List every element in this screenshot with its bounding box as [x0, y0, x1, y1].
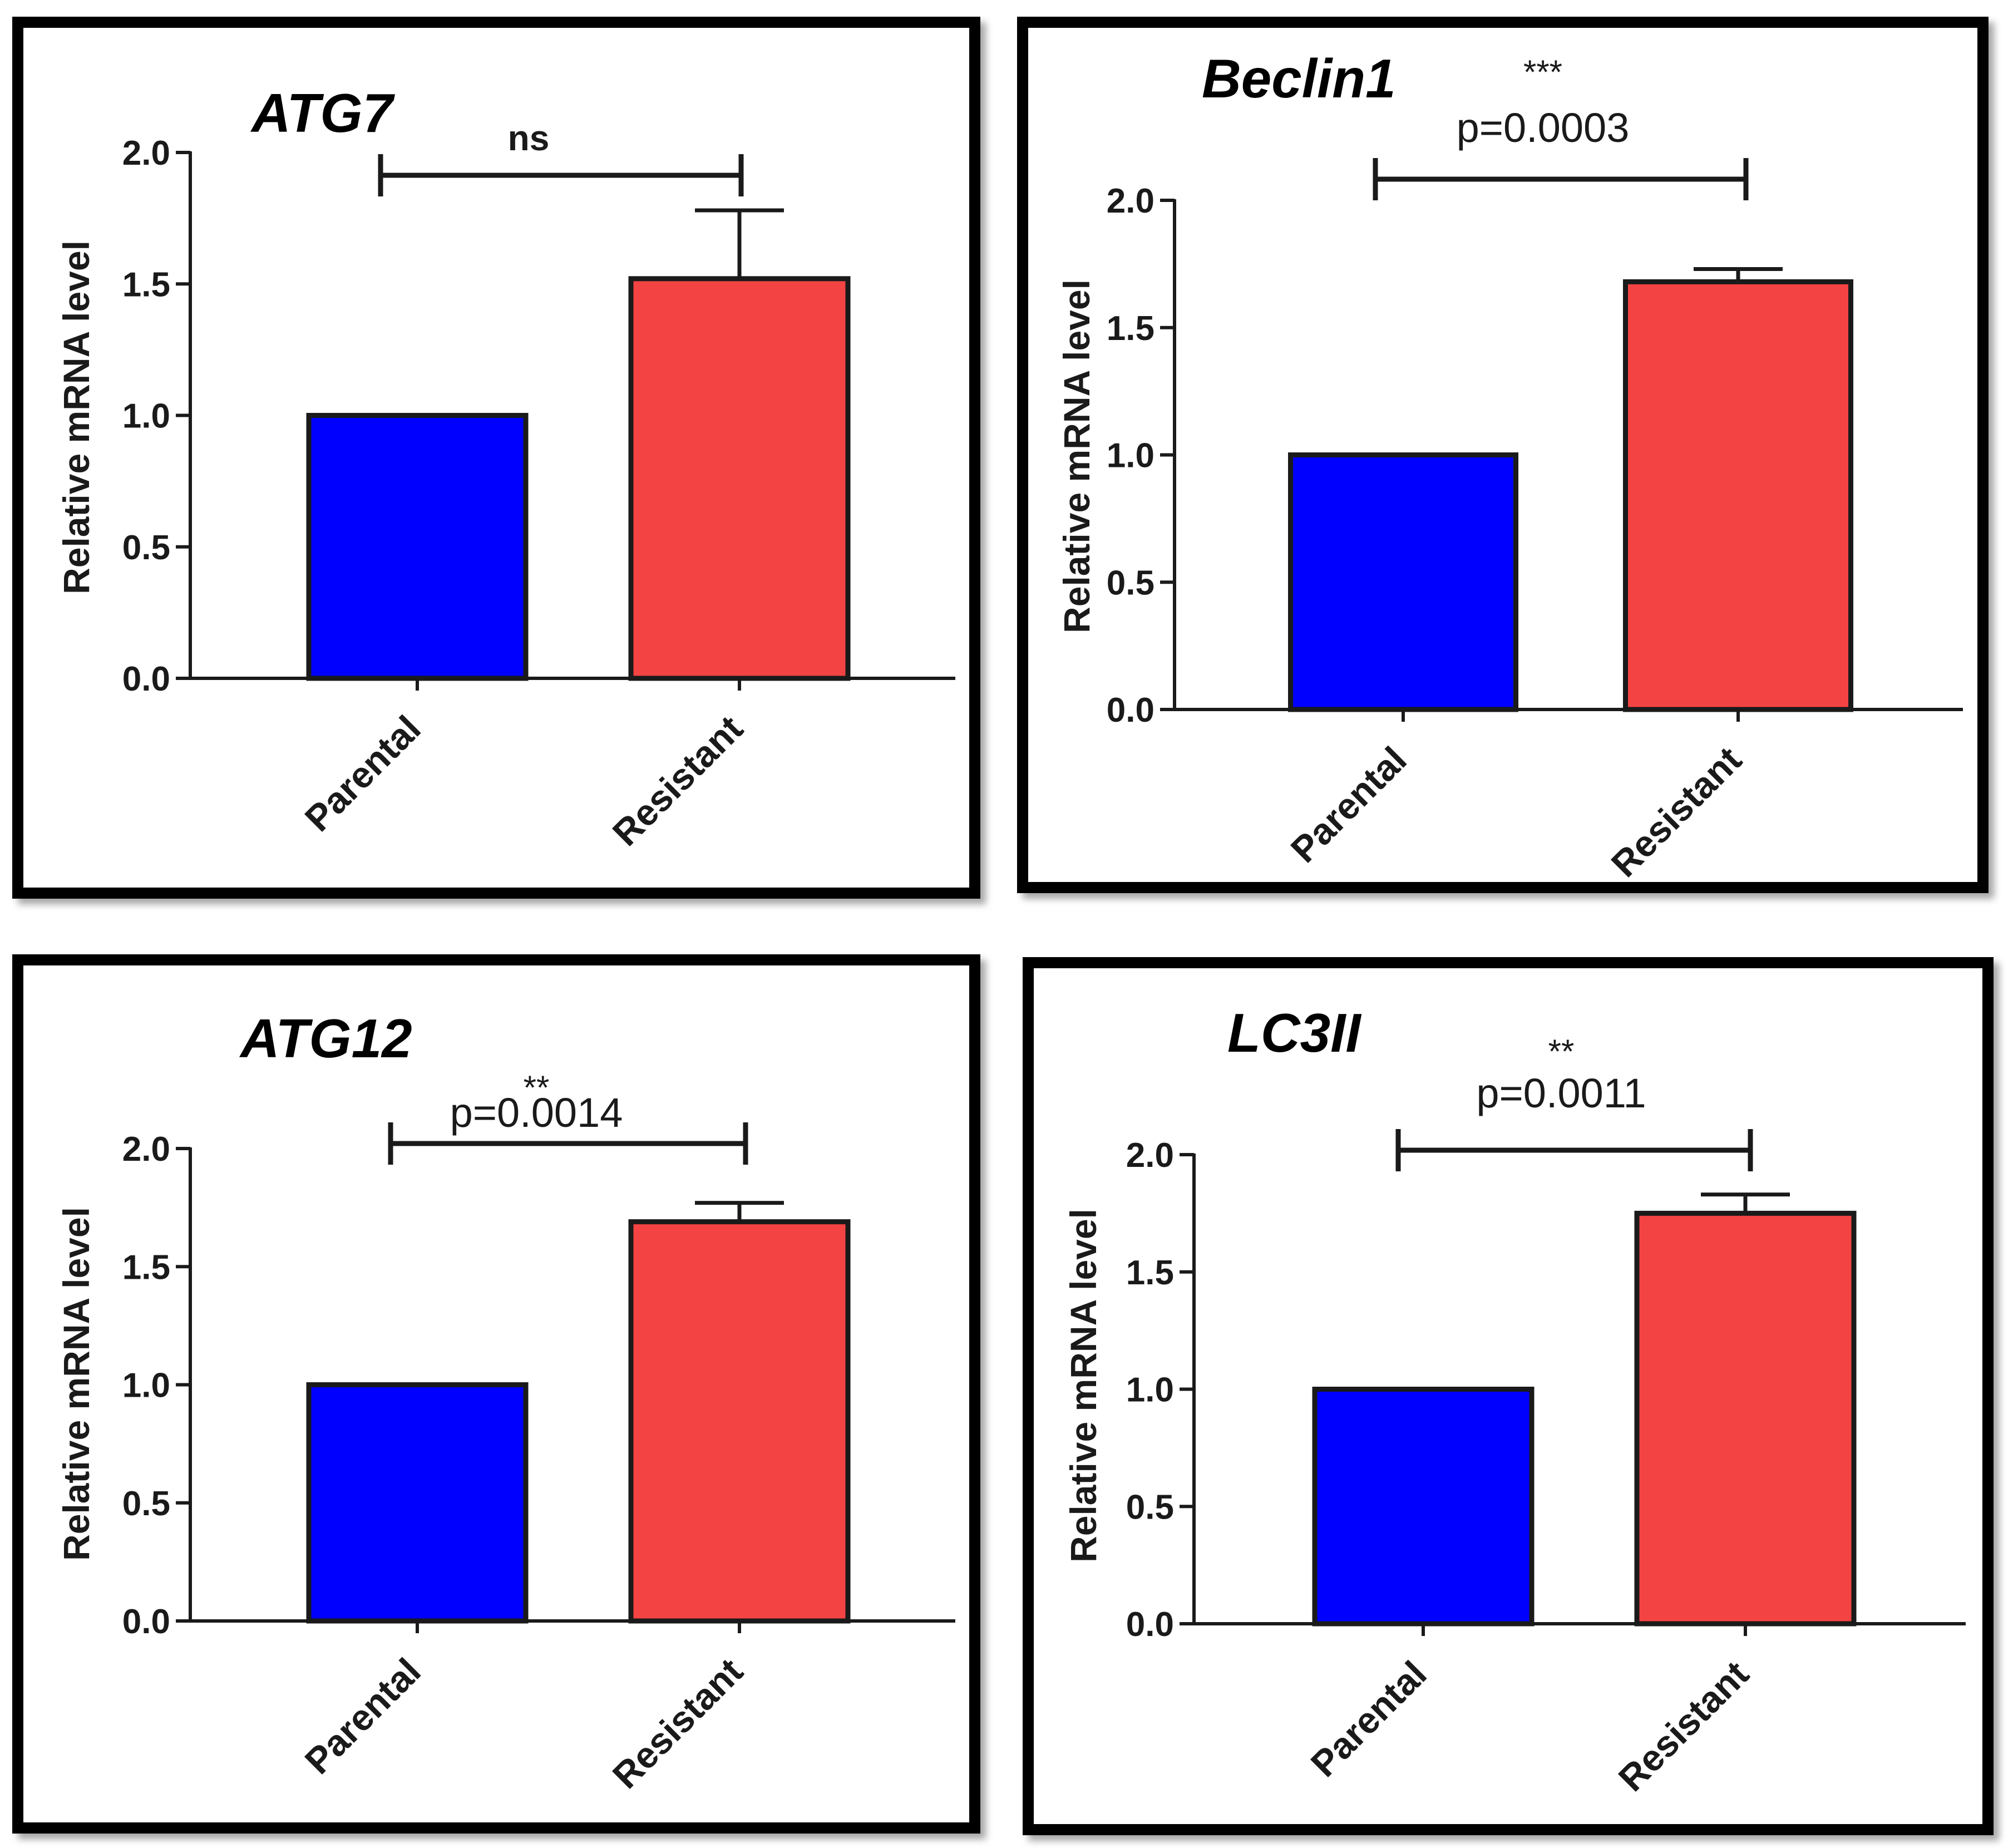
x-category-label: Parental [297, 1650, 428, 1782]
y-tick-label: 1.0 [1126, 1371, 1174, 1410]
y-tick-label: 1.0 [122, 1367, 170, 1405]
y-tick-label: 0.0 [1107, 691, 1154, 730]
significance-stars: *** [1523, 53, 1562, 91]
chart-title: LC3II [1227, 1002, 1361, 1063]
significance-stars: ns [508, 118, 550, 158]
bar-chart-atg7: ATG7 0.0 0.5 1.0 1.5 2.0 Relative mRNA level Pa… [56, 82, 955, 854]
y-tick-label: 2.0 [122, 134, 170, 173]
x-category-label: Resistant [604, 708, 750, 854]
chart-title: ATG12 [239, 1008, 412, 1069]
chart-panel-atg12: ATG12 0.0 0.5 1.0 1.5 2.0 Relative mRNA level P… [12, 954, 980, 1834]
y-tick-label: 0.0 [122, 660, 170, 698]
y-tick-label: 2.0 [122, 1130, 170, 1169]
y-tick-label: 1.0 [1107, 437, 1154, 475]
y-tick-label: 0.0 [1126, 1605, 1174, 1644]
y-tick-label: 0.5 [122, 529, 170, 567]
y-tick-label: 0.0 [122, 1603, 170, 1641]
y-axis-label: Relative mRNA level [56, 240, 97, 594]
bar-resistant [628, 276, 851, 681]
x-category-label: Parental [1302, 1653, 1434, 1785]
y-tick-label: 1.5 [122, 265, 170, 304]
y-tick-label: 0.5 [122, 1485, 170, 1523]
chart-panel-atg7: ATG7 0.0 0.5 1.0 1.5 2.0 Relative mRNA level Pa… [12, 17, 980, 899]
bar-parental [1312, 1387, 1535, 1627]
significance-stars: ** [1548, 1033, 1575, 1070]
y-tick-label: 0.5 [1126, 1488, 1174, 1526]
y-tick-label: 1.5 [1107, 309, 1154, 348]
x-category-label: Resistant [1610, 1653, 1756, 1799]
significance-stars: ** [524, 1069, 550, 1106]
y-tick-label: 1.5 [122, 1248, 170, 1287]
y-tick-label: 2.0 [1107, 182, 1154, 220]
chart-panel-beclin1: Beclin1 0.0 0.5 1.0 1.5 2.0 Relative mRNA leve… [1017, 17, 1989, 893]
chart-title: Beclin1 [1202, 48, 1396, 109]
chart-title: ATG7 [250, 82, 396, 144]
x-category-label: Parental [1282, 739, 1414, 871]
x-category-label: Resistant [604, 1650, 750, 1796]
bar-chart-atg12: ATG12 0.0 0.5 1.0 1.5 2.0 Relative mRNA level P… [56, 1008, 955, 1796]
y-tick-label: 1.5 [1126, 1254, 1174, 1292]
x-category-label: Resistant [1603, 739, 1749, 885]
bar-parental [1288, 452, 1518, 712]
bar-parental [306, 413, 529, 681]
p-value: p=0.0014 [450, 1090, 623, 1136]
bar-resistant [1623, 279, 1853, 712]
bar-resistant [628, 1219, 851, 1624]
x-category-label: Parental [297, 708, 428, 840]
p-value: p=0.0003 [1457, 105, 1630, 151]
y-tick-label: 1.0 [122, 397, 170, 436]
y-tick-label: 0.5 [1107, 564, 1154, 602]
y-axis-label: Relative mRNA level [1056, 279, 1097, 633]
y-tick-label: 2.0 [1126, 1136, 1174, 1175]
bar-chart-beclin1: Beclin1 0.0 0.5 1.0 1.5 2.0 Relative mRNA leve… [1056, 48, 1963, 885]
y-axis-label: Relative mRNA level [56, 1207, 97, 1561]
y-axis-label: Relative mRNA level [1063, 1209, 1104, 1563]
bar-chart-lc3ii: LC3II 0.0 0.5 1.0 1.5 2.0 Relative mRNA level P… [1063, 1002, 1966, 1799]
bar-parental [306, 1382, 529, 1624]
bar-resistant [1634, 1210, 1857, 1627]
p-value: p=0.0011 [1476, 1070, 1646, 1116]
chart-panel-lc3ii: LC3II 0.0 0.5 1.0 1.5 2.0 Relative mRNA level P… [1023, 957, 1994, 1835]
